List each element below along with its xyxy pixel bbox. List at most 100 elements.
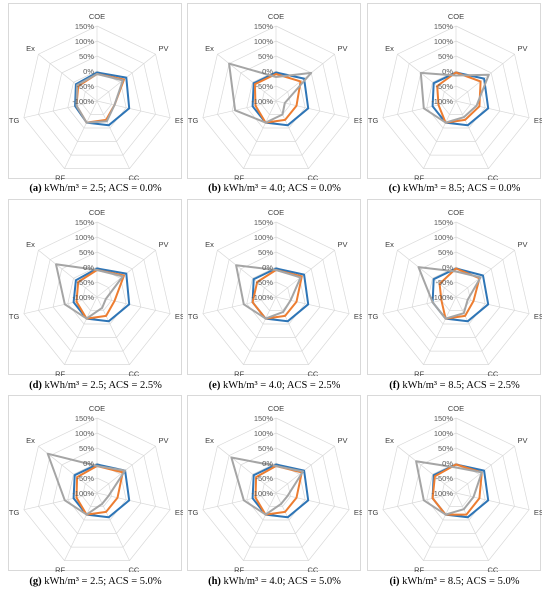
tick-label: -50% — [76, 82, 94, 91]
figure-caption: (b) kWh/m³ = 4.0; ACS = 0.0% — [183, 183, 366, 194]
tick-label: 100% — [254, 429, 274, 438]
tick-label: -50% — [76, 278, 94, 287]
category-label: TG — [368, 312, 378, 321]
category-label: ES — [354, 312, 362, 321]
tick-label: 0% — [262, 67, 273, 76]
series-line-1 — [251, 267, 310, 323]
caption-letter: (h) — [208, 576, 221, 587]
gridline-ring — [23, 25, 171, 169]
tick-label: 0% — [442, 67, 453, 76]
gridline-ring — [38, 236, 156, 352]
series-line-3 — [415, 460, 483, 516]
axis-spoke — [96, 100, 171, 119]
caption-text: kWh/m³ = 2.5; ACS = 2.5% — [41, 380, 162, 391]
tick-label: -100% — [431, 97, 453, 106]
axis-spoke — [202, 492, 277, 511]
axis-spoke — [455, 492, 530, 511]
gridline-ring — [52, 55, 142, 142]
axis-spoke — [382, 100, 457, 119]
tick-label: 0% — [442, 263, 453, 272]
axis-spoke — [243, 296, 277, 365]
series-line-3 — [235, 264, 302, 320]
radar-chart: 150% 100% 50% 0% -50% -100% COE PV ES CC RF TG Ex — [368, 12, 542, 180]
gridline-ring — [231, 251, 321, 338]
tick-label: -50% — [255, 278, 273, 287]
gridline-ring — [52, 251, 142, 338]
category-label: ES — [534, 116, 542, 125]
category-label: Ex — [26, 436, 35, 445]
gridline-ring — [397, 432, 515, 548]
caption-text: kWh/m³ = 2.5; ACS = 5.0% — [41, 576, 162, 587]
gridline-ring — [38, 432, 156, 548]
radar-chart-panel: 150% 100% 50% 0% -50% -100% COE PV ES CC RF TG Ex — [8, 3, 183, 180]
tick-label: 100% — [434, 233, 454, 242]
category-label: COE — [89, 12, 105, 21]
category-label: TG — [188, 116, 198, 125]
category-label: ES — [534, 508, 542, 517]
tick-label: 150% — [75, 22, 95, 31]
category-label: RF — [234, 566, 244, 572]
axis-spoke — [275, 296, 350, 315]
category-label: TG — [9, 116, 19, 125]
category-label: Ex — [385, 436, 394, 445]
tick-label: -100% — [251, 293, 273, 302]
category-label: ES — [534, 312, 542, 321]
caption-letter: (a) — [29, 183, 42, 194]
axis-spoke — [455, 53, 515, 102]
axis-spoke — [64, 492, 98, 561]
tick-label: 150% — [75, 218, 95, 227]
figure-caption: (g) kWh/m³ = 2.5; ACS = 5.0% — [4, 576, 187, 587]
category-label: ES — [354, 508, 362, 517]
category-label: Ex — [385, 44, 394, 53]
series-line-3 — [75, 73, 124, 124]
tick-label: 50% — [438, 52, 453, 61]
category-label: COE — [448, 404, 464, 413]
series-line-2 — [251, 269, 303, 320]
axis-spoke — [275, 53, 335, 102]
caption-letter: (f) — [389, 380, 400, 391]
caption-text: kWh/m³ = 2.5; ACS = 0.0% — [41, 183, 162, 194]
tick-label: 150% — [434, 414, 454, 423]
gridline-ring — [231, 447, 321, 534]
figure-caption: (c) kWh/m³ = 8.5; ACS = 0.0% — [363, 183, 546, 194]
tick-label: -50% — [435, 474, 453, 483]
gridline-ring — [202, 25, 350, 169]
radar-chart-panel: 150% 100% 50% 0% -50% -100% COE PV ES CC RF TG Ex — [187, 395, 362, 572]
axis-spoke — [64, 100, 98, 169]
category-label: Ex — [205, 240, 214, 249]
figure-caption: (i) kWh/m³ = 8.5; ACS = 5.0% — [363, 576, 546, 587]
series-line-3 — [419, 71, 490, 124]
axis-spoke — [275, 445, 335, 494]
radar-chart: 150% 100% 50% 0% -50% -100% COE PV ES CC RF TG Ex — [188, 404, 362, 572]
category-label: Ex — [26, 240, 35, 249]
caption-text: kWh/m³ = 4.0; ACS = 2.5% — [220, 380, 341, 391]
axis-spoke — [96, 100, 130, 169]
radar-chart-panel: 150% 100% 50% 0% -50% -100% COE PV ES CC RF TG Ex — [367, 3, 542, 180]
category-label: COE — [268, 208, 284, 217]
series-line-2 — [436, 71, 482, 124]
tick-label: 0% — [262, 263, 273, 272]
axis-spoke — [217, 445, 277, 494]
series-line-2 — [431, 463, 483, 516]
tick-label: 50% — [79, 444, 94, 453]
tick-label: 50% — [79, 52, 94, 61]
axis-spoke — [275, 100, 350, 119]
gridline-ring — [23, 221, 171, 365]
category-label: RF — [414, 174, 424, 180]
tick-label: 150% — [254, 218, 274, 227]
category-label: PV — [337, 240, 347, 249]
tick-label: 50% — [438, 444, 453, 453]
category-label: COE — [89, 404, 105, 413]
gridline-ring — [217, 432, 335, 548]
axis-spoke — [38, 53, 98, 102]
caption-letter: (d) — [29, 380, 42, 391]
gridline-ring — [202, 221, 350, 365]
tick-label: 150% — [75, 414, 95, 423]
tick-label: -100% — [431, 489, 453, 498]
radar-chart-panel: 150% 100% 50% 0% -50% -100% COE PV ES CC RF TG Ex — [367, 395, 542, 572]
series-line-3 — [55, 263, 124, 320]
axis-spoke — [23, 100, 98, 119]
tick-label: -100% — [431, 293, 453, 302]
category-label: COE — [89, 208, 105, 217]
axis-spoke — [96, 445, 156, 494]
